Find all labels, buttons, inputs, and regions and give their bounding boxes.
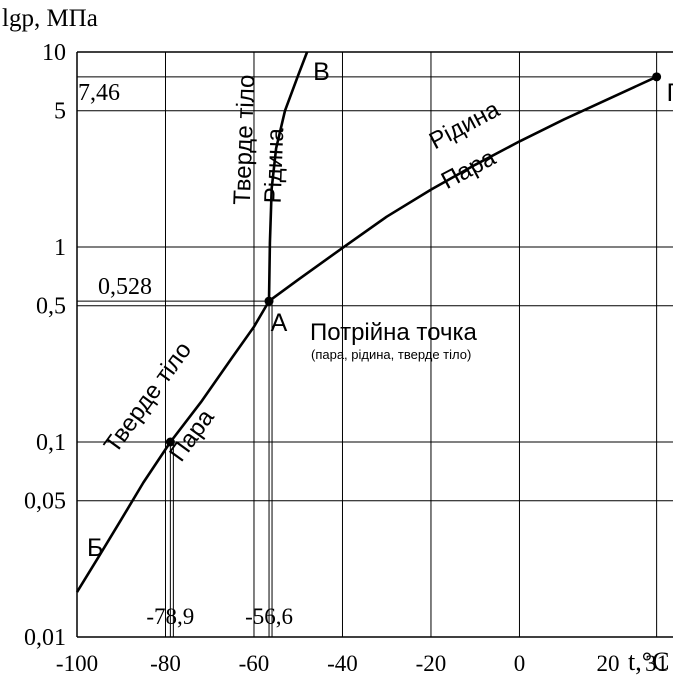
reference-label-x: -56,6 (245, 604, 293, 629)
tick-labels: -100 -80 -60 -40 -20 0 20 31 10 5 1 0,5 0,1 0,05 0,01 (24, 40, 668, 676)
point-label: Г (667, 79, 673, 107)
point-label: Б (87, 534, 103, 562)
x-tick-label: -100 (56, 651, 98, 676)
y-tick-label: 0,5 (36, 294, 66, 320)
point-label: А (271, 309, 288, 337)
x-tick-label: -40 (327, 651, 358, 676)
point-marker (652, 72, 662, 82)
triple-point-title: Потрійна точка (310, 319, 477, 346)
melting-curve (267, 51, 309, 302)
x-tick-label: 0 (514, 651, 526, 676)
x-tick-label: 31 (645, 651, 668, 676)
x-tick-label: -80 (150, 651, 181, 676)
region-label: Тверде тіло (229, 74, 261, 205)
y-tick-label: 10 (42, 40, 66, 66)
point-marker (264, 296, 274, 306)
x-axis-label: t,°C (628, 647, 669, 676)
y-axis-label: lgp, МПа (2, 5, 98, 32)
x-tick-label: 20 (596, 651, 619, 676)
reference-label-y: 7,46 (78, 80, 120, 106)
triple-point-subtitle: (пара, рідина, тверде тіло) (311, 347, 471, 362)
y-tick-label: 5 (54, 99, 66, 125)
x-tick-label: -20 (416, 651, 447, 676)
x-tick-label: -60 (239, 651, 270, 676)
y-tick-label: 1 (54, 235, 66, 261)
y-tick-label: 0,01 (24, 625, 66, 651)
region-label: Рідина (260, 127, 290, 204)
reference-lines: -78,9 -56,6 0,528 7,46 (77, 76, 657, 637)
point-label: В (313, 58, 330, 86)
reference-label-x: -78,9 (146, 604, 194, 629)
y-tick-label: 0,1 (36, 430, 66, 456)
y-tick-label: 0,05 (24, 489, 66, 515)
reference-label-y: 0,528 (98, 274, 152, 300)
axes (76, 51, 673, 638)
point-marker (165, 437, 175, 447)
points: А Б В Г (87, 58, 673, 562)
region-label: Рідина (425, 95, 505, 155)
region-label: Пара (164, 404, 220, 467)
vaporization-curve (268, 75, 658, 303)
region-label: Пара (437, 144, 501, 195)
grid-lines (77, 52, 673, 637)
